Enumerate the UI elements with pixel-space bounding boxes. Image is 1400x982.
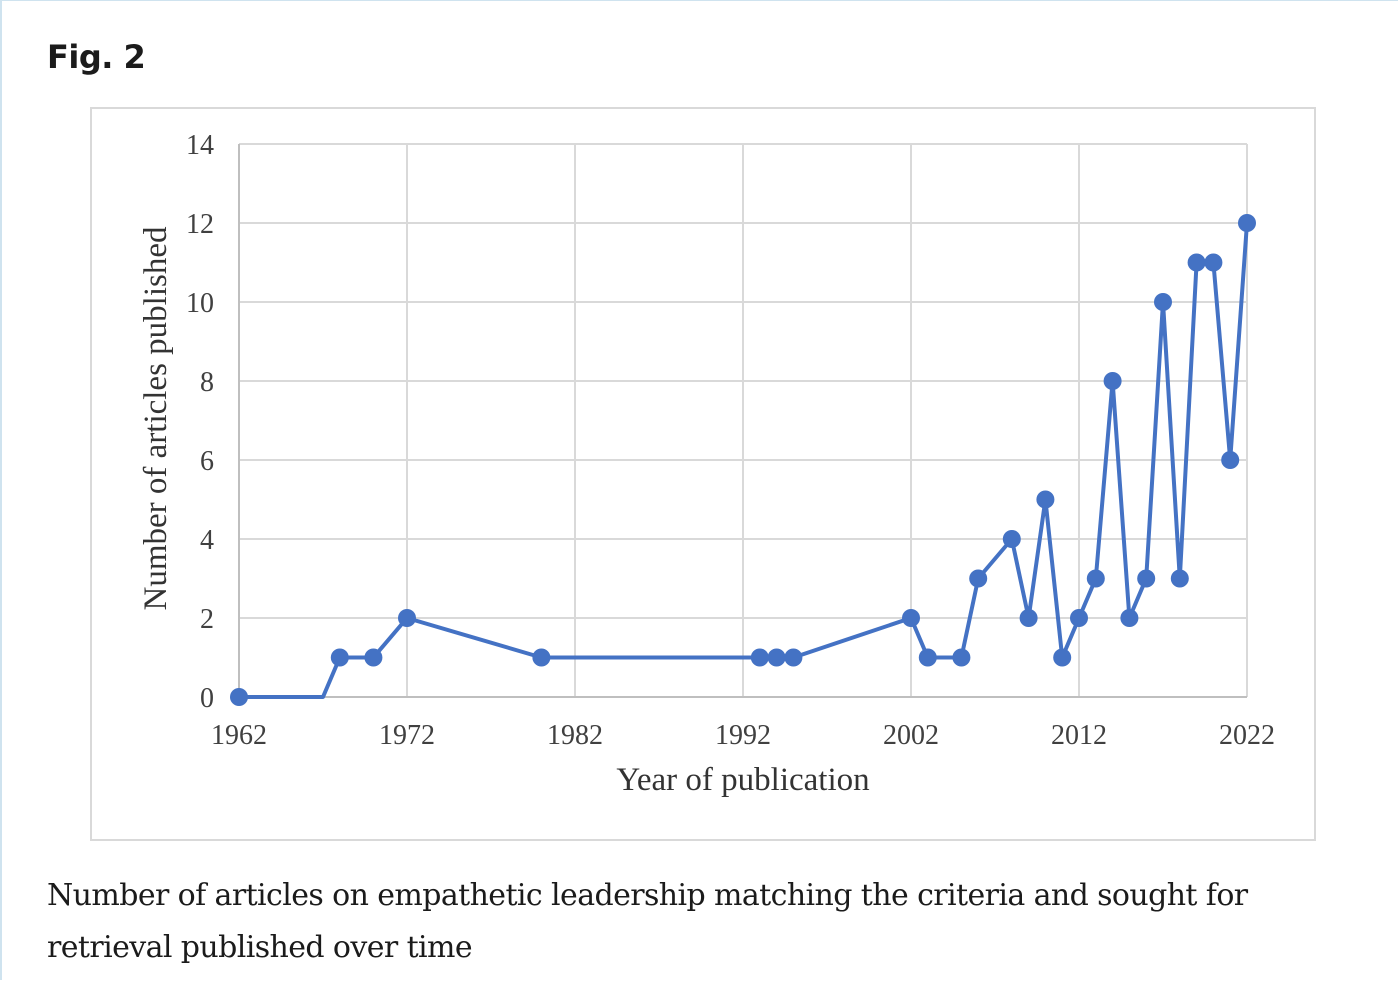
data-point	[532, 648, 551, 667]
x-tick-label: 2012	[1051, 720, 1107, 751]
data-point	[750, 648, 769, 667]
data-point	[1103, 372, 1122, 390]
y-tick-label: 8	[200, 367, 214, 398]
x-tick-labels: 1962 1972 1982 1992 2002 2012 2022	[211, 720, 1275, 751]
y-axis-title: Number of articles published	[138, 226, 174, 610]
data-point	[330, 648, 349, 667]
data-series	[230, 214, 1256, 706]
data-point	[1187, 253, 1206, 272]
data-point	[1086, 569, 1105, 588]
data-point	[1238, 214, 1256, 232]
figure-label: Fig. 2	[47, 38, 146, 76]
data-point	[1170, 569, 1189, 588]
data-point	[230, 688, 248, 706]
data-point	[784, 648, 803, 667]
data-point	[1019, 609, 1038, 627]
data-point	[902, 609, 920, 627]
data-point	[767, 648, 786, 667]
x-tick-label: 2022	[1219, 720, 1275, 751]
y-tick-labels: 0 2 4 6 8 10 12 14	[186, 130, 214, 714]
x-tick-label: 1972	[379, 720, 435, 751]
data-point	[1070, 609, 1088, 627]
x-axis-title: Year of publication	[616, 762, 869, 798]
data-point	[969, 569, 988, 588]
data-point	[1036, 490, 1055, 509]
y-tick-label: 0	[200, 683, 214, 714]
data-point	[918, 648, 937, 667]
y-tick-label: 4	[200, 525, 214, 556]
y-tick-label: 2	[200, 604, 214, 635]
x-tick-label: 2002	[883, 720, 939, 751]
data-point	[1002, 530, 1021, 548]
data-point	[1204, 253, 1223, 272]
axes	[238, 144, 1247, 698]
data-point	[364, 648, 383, 667]
chart-card	[90, 107, 1316, 841]
data-point	[1053, 648, 1072, 667]
figure-caption: Number of articles on empathetic leaders…	[47, 878, 1248, 965]
y-tick-label: 6	[200, 446, 214, 477]
data-point	[1137, 569, 1156, 588]
grid-lines	[239, 143, 1248, 697]
y-tick-label: 12	[186, 209, 214, 240]
x-tick-label: 1982	[547, 720, 603, 751]
data-point	[952, 648, 971, 667]
data-point	[398, 609, 416, 627]
data-point	[1221, 451, 1240, 469]
x-tick-label: 1962	[211, 720, 267, 751]
y-tick-label: 10	[186, 288, 214, 319]
y-tick-label: 14	[186, 130, 214, 161]
data-point	[1120, 609, 1139, 627]
series-line	[239, 222, 1249, 699]
x-tick-label: 1992	[715, 720, 771, 751]
data-point	[1154, 293, 1172, 311]
